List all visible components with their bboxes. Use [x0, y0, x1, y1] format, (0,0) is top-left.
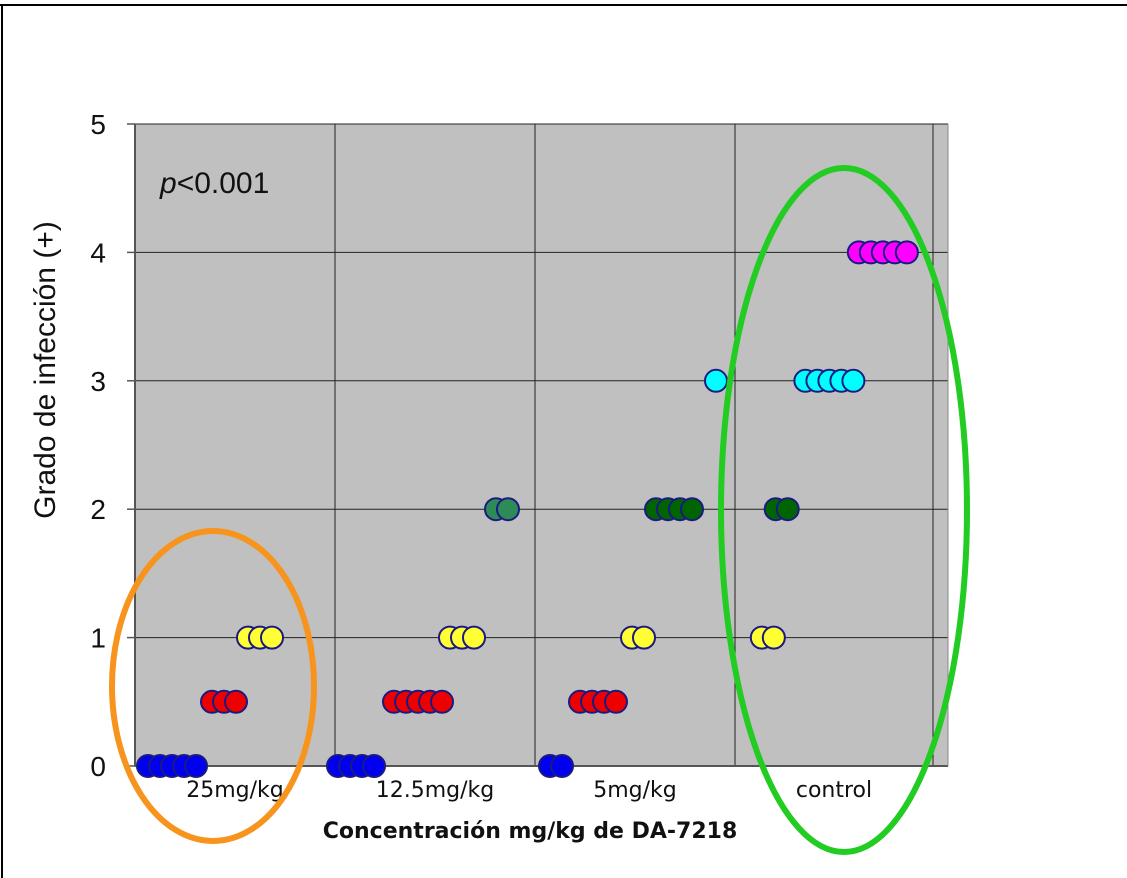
highlight-ellipse — [109, 528, 317, 844]
category-label: control — [796, 778, 872, 803]
data-point — [841, 368, 866, 393]
y-tick-label: 2 — [90, 494, 106, 525]
y-axis-title: Grado de infección (+) — [29, 221, 62, 519]
data-point — [761, 625, 786, 650]
category-label: 12.5mg/kg — [376, 778, 495, 803]
y-tick-label: 1 — [90, 623, 106, 654]
data-point — [604, 689, 628, 714]
p-value-italic: p — [159, 167, 177, 200]
data-point — [894, 240, 919, 265]
data-point — [704, 368, 728, 393]
y-tick-labels: 0 1 2 3 4 5 — [90, 109, 106, 782]
category-label: 25mg/kg — [186, 778, 284, 803]
data-point — [550, 754, 574, 778]
plot-area — [135, 124, 948, 766]
y-tick-label: 5 — [90, 109, 106, 140]
data-point — [224, 689, 248, 714]
data-point — [430, 689, 454, 714]
x-axis-title: Concentración mg/kg de DA-7218 — [323, 819, 738, 844]
data-point — [362, 754, 386, 778]
data-point — [496, 497, 520, 522]
data-point — [260, 625, 284, 650]
p-value-annotation: p<0.001 — [159, 167, 269, 200]
highlight-ellipse — [718, 165, 970, 855]
category-labels: 25mg/kg 12.5mg/kg 5mg/kg control — [186, 778, 872, 803]
p-value-text: <0.001 — [177, 167, 270, 200]
y-tick-label: 0 — [90, 751, 106, 782]
category-label: 5mg/kg — [593, 778, 677, 803]
data-point — [680, 497, 704, 522]
data-point — [462, 625, 486, 650]
data-points — [136, 240, 919, 778]
data-point — [184, 754, 208, 778]
data-point — [775, 497, 800, 522]
y-tick-label: 4 — [90, 237, 106, 268]
y-tick-label: 3 — [90, 366, 106, 397]
highlight-ellipses — [109, 165, 970, 855]
data-point — [632, 625, 656, 650]
